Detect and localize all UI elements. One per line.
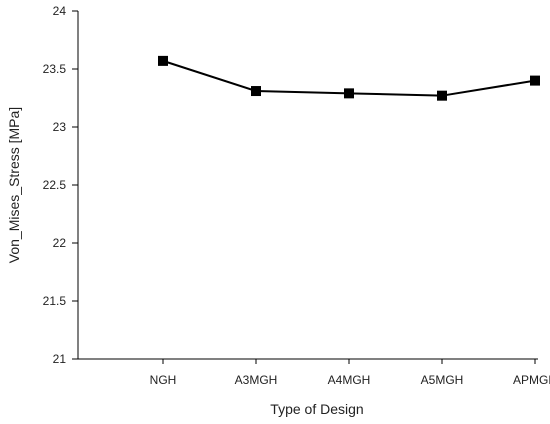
x-tick-label-1: A3MGH	[235, 373, 278, 387]
stress-point-a5mgh	[437, 90, 447, 101]
y-tick-label-1: 21.5	[43, 294, 67, 308]
ticks-layer: 21 21.5 22 22.5 23 23.5 24 NGH A3MGH A4MGH A5MGH AP…	[43, 4, 550, 387]
y-axis-title: Von_Mises_Stress [MPa]	[6, 107, 22, 263]
y-tick-label-6: 24	[53, 4, 67, 18]
x-tick-label-2: A4MGH	[328, 373, 371, 387]
y-tick-label-0: 21	[53, 352, 67, 366]
x-axis-title: Type of Design	[270, 401, 363, 417]
stress-point-apmgh	[530, 75, 540, 86]
y-tick-label-5: 23.5	[43, 62, 67, 76]
y-tick-label-2: 22	[53, 236, 67, 250]
y-tick-label-3: 22.5	[43, 178, 67, 192]
stress-point-ngh	[158, 55, 168, 66]
x-tick-label-4: APMGH	[513, 373, 550, 387]
axes-layer	[77, 11, 538, 360]
x-tick-label-3: A5MGH	[421, 373, 464, 387]
x-tick-label-0: NGH	[150, 373, 177, 387]
stress-point-a4mgh	[344, 88, 354, 99]
stress-point-a3mgh	[251, 86, 261, 97]
y-tick-label-4: 23	[53, 120, 67, 134]
series-layer	[158, 55, 540, 101]
